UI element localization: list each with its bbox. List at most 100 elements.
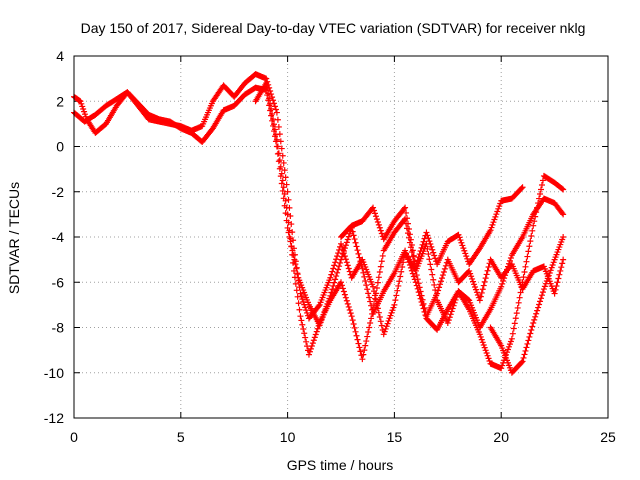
data-point [345, 233, 352, 240]
data-point [314, 325, 321, 332]
data-point [268, 105, 275, 112]
data-point [303, 338, 310, 345]
data-point [362, 278, 369, 285]
data-point [311, 334, 318, 341]
data-point [483, 350, 490, 357]
data-point [334, 253, 341, 260]
data-point [476, 297, 483, 304]
data-point [373, 285, 380, 292]
data-point [452, 296, 459, 303]
data-point [425, 251, 432, 258]
data-point [355, 340, 362, 347]
data-point [283, 181, 290, 188]
data-point [264, 85, 271, 92]
data-point [281, 167, 288, 174]
data-point [341, 291, 348, 298]
data-point [359, 356, 366, 363]
data-point [371, 301, 378, 308]
data-point [447, 311, 454, 318]
data-point [501, 275, 508, 282]
data-point [519, 184, 526, 191]
data-point [504, 349, 511, 356]
data-point [425, 235, 432, 242]
data-point [417, 247, 424, 254]
data-point [489, 221, 496, 228]
data-point [492, 213, 499, 220]
data-point [367, 298, 374, 305]
data-point [551, 290, 558, 297]
data-point [410, 273, 417, 280]
data-point [521, 351, 528, 358]
data-point [409, 253, 416, 260]
data-point [279, 152, 286, 159]
data-point [522, 263, 529, 270]
data-point [419, 302, 426, 309]
data-point [541, 283, 548, 290]
data-point [354, 336, 361, 343]
data-point [486, 358, 493, 365]
data-point [360, 351, 367, 358]
data-point [343, 239, 350, 246]
data-point [409, 270, 416, 277]
data-point [415, 254, 422, 261]
data-point [370, 283, 377, 290]
data-point [441, 265, 448, 272]
data-point [560, 256, 567, 263]
data-point [436, 284, 443, 291]
data-point [429, 246, 436, 253]
data-point [347, 310, 354, 317]
data-point [539, 289, 546, 296]
data-point [511, 320, 518, 327]
data-point [302, 304, 309, 311]
data-point [510, 325, 517, 332]
data-point [363, 282, 370, 289]
data-point [342, 242, 349, 249]
data-point [271, 103, 278, 110]
data-point [527, 330, 534, 337]
data-point [362, 342, 369, 349]
series-4 [338, 184, 526, 270]
data-point [415, 289, 422, 296]
data-point [491, 216, 498, 223]
data-point [462, 250, 469, 257]
data-point [521, 268, 528, 275]
data-point [345, 303, 352, 310]
data-point [284, 211, 291, 218]
data-point [331, 279, 338, 286]
data-point [518, 284, 525, 291]
data-point [345, 265, 352, 272]
data-point [524, 340, 531, 347]
data-point [377, 318, 384, 325]
data-point [538, 186, 545, 193]
data-point [534, 307, 541, 314]
data-point [527, 238, 534, 245]
data-point [457, 237, 464, 244]
data-point [376, 224, 383, 231]
x-axis-label: GPS time / hours [287, 457, 394, 473]
data-point [418, 244, 425, 251]
data-point [412, 279, 419, 286]
data-point [476, 331, 483, 338]
data-point [292, 280, 299, 287]
series-5 [487, 234, 567, 376]
data-point [536, 195, 543, 202]
data-point [335, 250, 342, 257]
data-point [304, 309, 311, 316]
data-point [469, 275, 476, 282]
data-point [412, 263, 419, 270]
data-point [484, 352, 491, 359]
data-point [504, 266, 511, 273]
data-point [378, 258, 385, 265]
y-tick-label: -8 [52, 320, 65, 336]
data-point [390, 304, 397, 311]
data-point [411, 276, 418, 283]
data-point [538, 181, 545, 188]
data-point [540, 286, 547, 293]
x-tick-label: 25 [600, 429, 616, 445]
data-point [378, 230, 385, 237]
data-point [558, 264, 565, 271]
data-point [424, 245, 431, 252]
data-point [518, 359, 525, 366]
data-point [377, 227, 384, 234]
